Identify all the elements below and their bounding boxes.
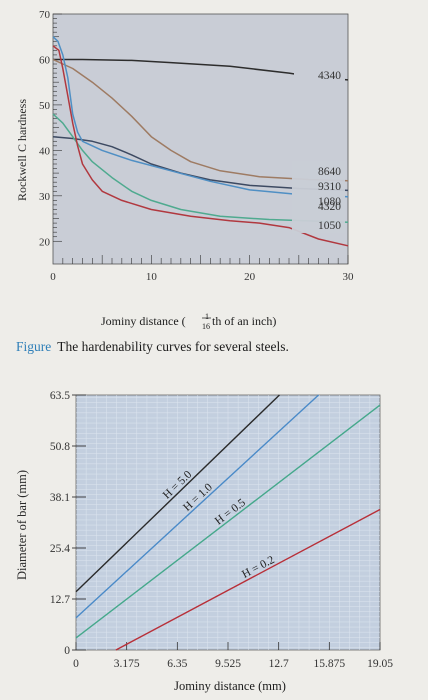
x-label-fraction: 1 16 [202, 312, 212, 331]
chart-1-x-tick-label: 30 [343, 271, 355, 283]
legend-label-4320: 4320 [318, 201, 341, 213]
series-line-1080 [52, 36, 349, 198]
x-label-suffix: th of an inch) [212, 314, 276, 328]
x-label-fraction-num: 1 [205, 312, 209, 321]
chart-2-x-tick-label: 12.7 [269, 658, 289, 670]
chart-1-y-tick-label: 60 [39, 54, 51, 66]
chart-2-x-tick-label: 6.35 [167, 658, 187, 670]
chart-1-x-tick-label: 0 [50, 271, 56, 283]
legend-label-1050: 1050 [318, 220, 341, 232]
series-line-H5.0 [75, 394, 280, 593]
chart-1-y-axis-label: Rockwell C hardness [15, 99, 29, 201]
chart-2-x-tick-label: 9.525 [215, 658, 241, 670]
chart-1-y-tick-label: 40 [39, 145, 51, 157]
series-line-8640 [52, 58, 349, 182]
chart-1-y-tick-label: 50 [39, 100, 51, 112]
series-line-H1.0 [75, 394, 320, 619]
chart-1-x-axis-label: Jominy distance ( 1 16 th of an inch) [101, 312, 276, 331]
chart-2-y-tick-label: 12.7 [50, 594, 70, 606]
chart-2-y-tick-label: 50.8 [50, 441, 70, 453]
series-line-4320 [52, 113, 349, 223]
legend-box-low [292, 193, 345, 233]
chart-1-x-axis: 0 10 20 30 [50, 255, 354, 283]
chart-2-y-tick-label: 63.5 [50, 390, 70, 402]
chart-2-y-tick-label: 38.1 [50, 492, 70, 504]
diameter-chart: 0 12.7 25.4 38.1 50.8 63.5 0 3.175 6.35 9.525 12.… [15, 390, 393, 693]
chart-2-x-tick-label: 0 [73, 658, 79, 670]
x-label-prefix: Jominy distance ( [101, 314, 186, 328]
chart-1-y-tick-label: 70 [39, 9, 51, 21]
chart-2-y-tick-label: 25.4 [50, 543, 70, 555]
legend-label-1080: 1080 [318, 196, 341, 208]
chart-1-y-axis: 20 30 40 50 60 70 [39, 9, 62, 248]
chart-2-x-axis-label: Jominy distance (mm) [174, 679, 286, 693]
legend-label-9310: 9310 [318, 181, 341, 193]
chart-2-y-tick-label: 0 [64, 645, 70, 657]
chart-1-y-tick-label: 20 [39, 236, 51, 248]
series-line-H0.5 [75, 404, 381, 639]
chart-1-x-tick-label: 20 [244, 271, 256, 283]
chart-2-x-tick-label: 3.175 [114, 658, 140, 670]
legend-box-4340 [294, 67, 345, 82]
figure-caption-label: Figure [16, 339, 52, 354]
chart-2-x-tick-label: 19.05 [367, 658, 393, 670]
chart-2-y-axis: 0 12.7 25.4 38.1 50.8 63.5 [50, 390, 86, 657]
chart-2-x-tick-label: 15.875 [314, 658, 346, 670]
chart-1-series [52, 36, 349, 247]
chart-1-x-tick-label: 10 [146, 271, 158, 283]
chart-2-series [75, 394, 381, 651]
legend-label-4340: 4340 [318, 70, 341, 82]
figure-caption: Figure The hardenability curves for sever… [16, 339, 289, 355]
legend-label-8640: 8640 [318, 166, 341, 178]
chart-2-y-axis-label: Diameter of bar (mm) [15, 470, 29, 580]
series-line-1050 [52, 45, 349, 247]
hardenability-chart: 20 30 40 50 60 70 0 10 20 30 4340 8640 9310 1080432… [15, 9, 354, 331]
chart-1-y-tick-label: 30 [39, 191, 51, 203]
series-line-9310 [52, 135, 349, 192]
series-line-H0.2 [115, 508, 381, 651]
x-label-fraction-den: 16 [202, 322, 210, 331]
figure-caption-text: The hardenability curves for several ste… [57, 339, 289, 354]
chart-2-x-axis: 0 3.175 6.35 9.525 12.7 15.875 19.05 [73, 642, 393, 670]
